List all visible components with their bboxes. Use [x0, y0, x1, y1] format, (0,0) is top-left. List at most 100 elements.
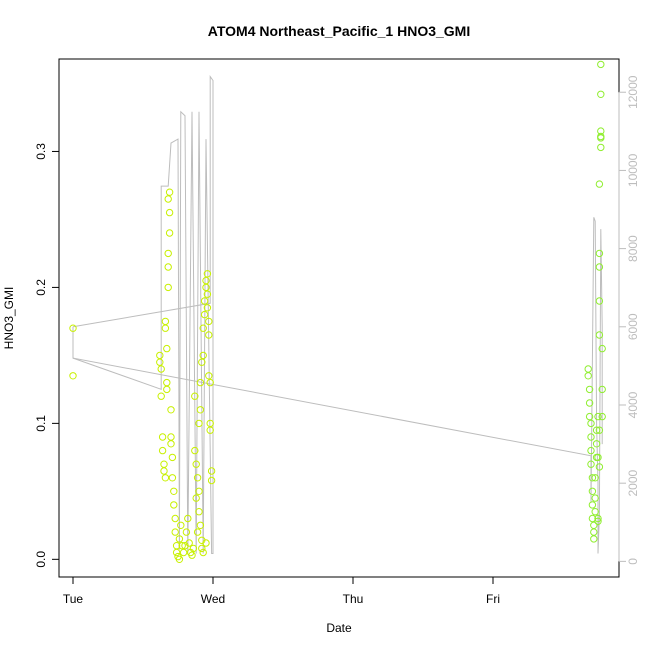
data-point — [179, 548, 188, 557]
data-point — [192, 494, 200, 502]
data-point — [157, 392, 165, 400]
data-point — [595, 263, 604, 271]
data-point — [206, 426, 214, 434]
y-right-axis: 0 2000 4000 6000 8000 10000 12000 — [618, 75, 640, 565]
data-point — [591, 494, 599, 502]
y-axis-label: HNO3_GMI — [2, 287, 16, 350]
y-tick-label: 0.2 — [34, 279, 48, 296]
data-point — [192, 460, 200, 468]
y-right-tick-label: 4000 — [626, 391, 640, 418]
data-point — [196, 521, 205, 529]
data-point — [597, 127, 605, 135]
data-point — [587, 433, 595, 441]
data-point — [164, 249, 172, 258]
data-point — [595, 463, 604, 471]
data-point — [170, 501, 178, 509]
data-point — [594, 412, 602, 421]
data-point — [177, 521, 185, 529]
data-point — [167, 433, 175, 441]
data-point — [597, 132, 605, 141]
data-point — [199, 548, 207, 557]
data-point — [163, 344, 171, 353]
data-point — [588, 501, 597, 509]
data-point — [590, 535, 598, 543]
data-point — [161, 324, 170, 332]
data-point — [591, 508, 599, 516]
data-point — [594, 514, 602, 523]
data-point — [168, 453, 177, 462]
data-point — [202, 276, 210, 285]
data-point — [188, 551, 196, 559]
x-tick-label: Tue — [63, 592, 84, 606]
data-point — [585, 399, 594, 407]
plot-frame — [58, 58, 620, 578]
data-point — [587, 446, 595, 455]
data-point — [597, 143, 605, 152]
series-line — [72, 217, 603, 554]
y-right-tick-label: 12000 — [626, 75, 640, 109]
data-point — [597, 90, 605, 99]
data-point — [594, 517, 602, 525]
data-point — [175, 555, 184, 563]
x-tick-label: Fri — [486, 592, 500, 606]
data-point — [191, 392, 199, 400]
data-point — [163, 378, 171, 387]
data-point — [157, 365, 165, 373]
data-point — [595, 331, 604, 339]
data-point — [199, 324, 207, 332]
x-axis: Tue Wed Thu Fri — [63, 576, 500, 606]
data-point — [195, 419, 203, 428]
data-point — [592, 440, 601, 448]
y-tick-label: 0.3 — [34, 143, 48, 160]
data-point — [196, 406, 205, 414]
data-point — [189, 544, 198, 553]
data-point — [200, 310, 209, 319]
data-point — [161, 317, 170, 326]
data-point — [585, 412, 594, 421]
point-series-layer — [69, 60, 606, 563]
data-point — [184, 514, 192, 523]
data-point — [182, 528, 191, 536]
data-point — [202, 539, 210, 547]
data-point — [584, 372, 592, 380]
data-point — [160, 460, 168, 468]
y-tick-label: 0.0 — [34, 551, 48, 568]
y-right-tick-label: 2000 — [626, 470, 640, 497]
data-point — [199, 351, 207, 360]
data-point — [200, 297, 209, 305]
data-point — [598, 412, 606, 421]
data-point — [69, 324, 77, 332]
data-point — [167, 440, 175, 448]
data-point — [205, 372, 213, 380]
data-point — [196, 378, 205, 387]
data-point — [203, 304, 212, 312]
data-point — [590, 521, 598, 529]
data-point — [175, 535, 184, 543]
data-point — [597, 60, 605, 69]
data-point — [595, 249, 604, 258]
data-point — [165, 188, 174, 196]
data-point — [156, 351, 164, 360]
y-axis: 0.0 0.1 0.2 0.3 — [34, 143, 60, 568]
data-point — [164, 263, 172, 271]
data-point — [198, 544, 206, 553]
data-point — [171, 528, 179, 536]
data-point — [69, 372, 77, 380]
data-point — [585, 385, 594, 394]
data-point — [203, 290, 212, 298]
data-point — [178, 542, 186, 550]
y-right-tick-label: 8000 — [626, 235, 640, 262]
data-point — [595, 297, 604, 305]
data-point — [161, 474, 170, 482]
data-point — [156, 358, 164, 366]
data-point — [595, 180, 604, 188]
data-point — [167, 406, 175, 414]
data-point — [587, 419, 595, 428]
data-point — [205, 317, 213, 326]
data-point — [172, 548, 181, 557]
data-point — [165, 208, 174, 217]
y-right-tick-label: 6000 — [626, 313, 640, 340]
data-point — [598, 385, 606, 394]
data-point — [207, 476, 216, 485]
data-point — [198, 358, 206, 366]
